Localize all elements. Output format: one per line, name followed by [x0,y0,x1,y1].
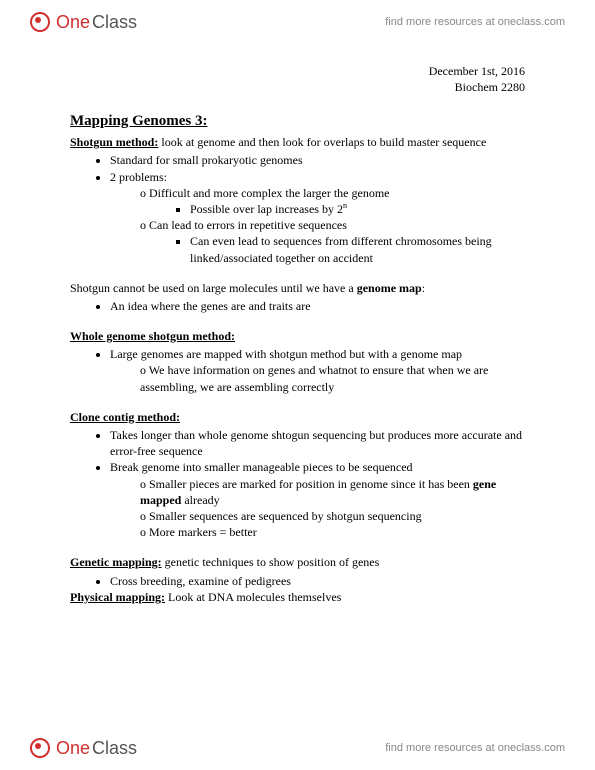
list-item: We have information on genes and whatnot… [140,362,525,394]
footer-tagline: find more resources at oneclass.com [385,742,565,754]
text: Smaller pieces are marked for position i… [149,477,473,491]
list-item: Can lead to errors in repetitive sequenc… [140,217,525,266]
brand-logo-footer: OneClass [30,738,137,759]
limit-list: An idea where the genes are and traits a… [70,298,525,314]
logo-icon [30,12,50,32]
physical-line: Physical mapping: Look at DNA molecules … [70,589,525,605]
list-text: Break genome into smaller manageable pie… [110,460,413,474]
list-item: Cross breeding, examine of pedigrees [110,573,525,589]
logo-icon [30,738,50,758]
genetic-list: Cross breeding, examine of pedigrees [70,573,525,589]
shotgun-label: Shotgun method: [70,135,158,149]
document-body: December 1st, 2016 Biochem 2280 Mapping … [0,44,595,627]
brand-logo: OneClass [30,12,137,33]
list-item: Smaller pieces are marked for position i… [140,476,525,508]
shotgun-list: Standard for small prokaryotic genomes 2… [70,152,525,265]
logo-text-one: One [56,738,90,759]
list-item: 2 problems: Difficult and more complex t… [110,169,525,266]
text: Shotgun cannot be used on large molecule… [70,281,357,295]
wgs-list: Large genomes are mapped with shotgun me… [70,346,525,395]
date-text: December 1st, 2016 [70,64,525,80]
date-block: December 1st, 2016 Biochem 2280 [70,64,525,95]
logo-text-class: Class [92,12,137,33]
list-item: More markers = better [140,524,525,540]
contig-list: Takes longer than whole genome shtogun s… [70,427,525,540]
list-text: Difficult and more complex the larger th… [149,186,389,200]
superscript: n [343,201,347,210]
header-tagline: find more resources at oneclass.com [385,16,565,28]
list-item: Smaller sequences are sequenced by shotg… [140,508,525,524]
list-item: Standard for small prokaryotic genomes [110,152,525,168]
genetic-desc: genetic techniques to show position of g… [162,555,380,569]
contig-heading: Clone contig method: [70,409,525,425]
list-item: Possible over lap increases by 2n [190,201,525,217]
shotgun-limit: Shotgun cannot be used on large molecule… [70,280,525,296]
list-item: An idea where the genes are and traits a… [110,298,525,314]
list-text: Large genomes are mapped with shotgun me… [110,347,462,361]
genetic-line: Genetic mapping: genetic techniques to s… [70,554,525,570]
list-item: Large genomes are mapped with shotgun me… [110,346,525,395]
page-footer: OneClass find more resources at oneclass… [0,726,595,770]
logo-text-one: One [56,12,90,33]
text: : [422,281,425,295]
list-item: Difficult and more complex the larger th… [140,185,525,217]
list-item: Takes longer than whole genome shtogun s… [110,427,525,459]
list-item: Break genome into smaller manageable pie… [110,459,525,540]
shotgun-desc: look at genome and then look for overlap… [158,135,486,149]
bold-text: genome map [357,281,422,295]
genetic-label: Genetic mapping: [70,555,162,569]
logo-text-class: Class [92,738,137,759]
page-header: OneClass find more resources at oneclass… [0,0,595,44]
list-text: 2 problems: [110,170,167,184]
list-text: Possible over lap increases by 2 [190,202,343,216]
list-text: Can lead to errors in repetitive sequenc… [149,218,347,232]
physical-label: Physical mapping: [70,590,165,604]
wgs-heading: Whole genome shotgun method: [70,328,525,344]
page-title: Mapping Genomes 3: [70,113,525,130]
course-text: Biochem 2280 [70,80,525,96]
list-item: Can even lead to sequences from differen… [190,233,525,265]
shotgun-intro: Shotgun method: look at genome and then … [70,134,525,150]
text: already [181,493,219,507]
physical-desc: Look at DNA molecules themselves [165,590,341,604]
